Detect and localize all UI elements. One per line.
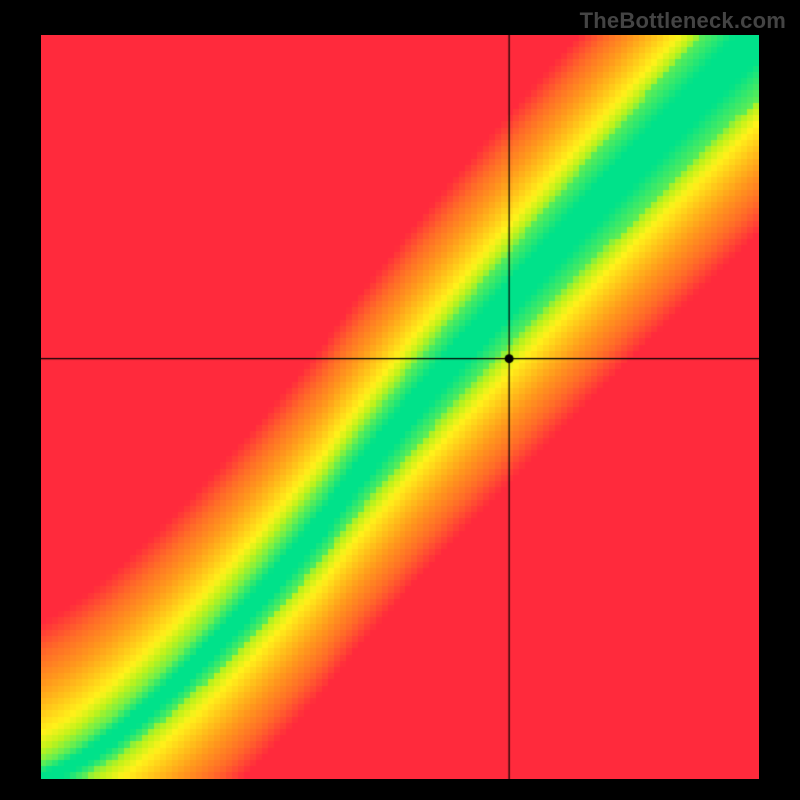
- bottleneck-heatmap: [41, 35, 759, 779]
- chart-container: { "watermark": { "text": "TheBottleneck.…: [0, 0, 800, 800]
- watermark-text: TheBottleneck.com: [580, 8, 786, 34]
